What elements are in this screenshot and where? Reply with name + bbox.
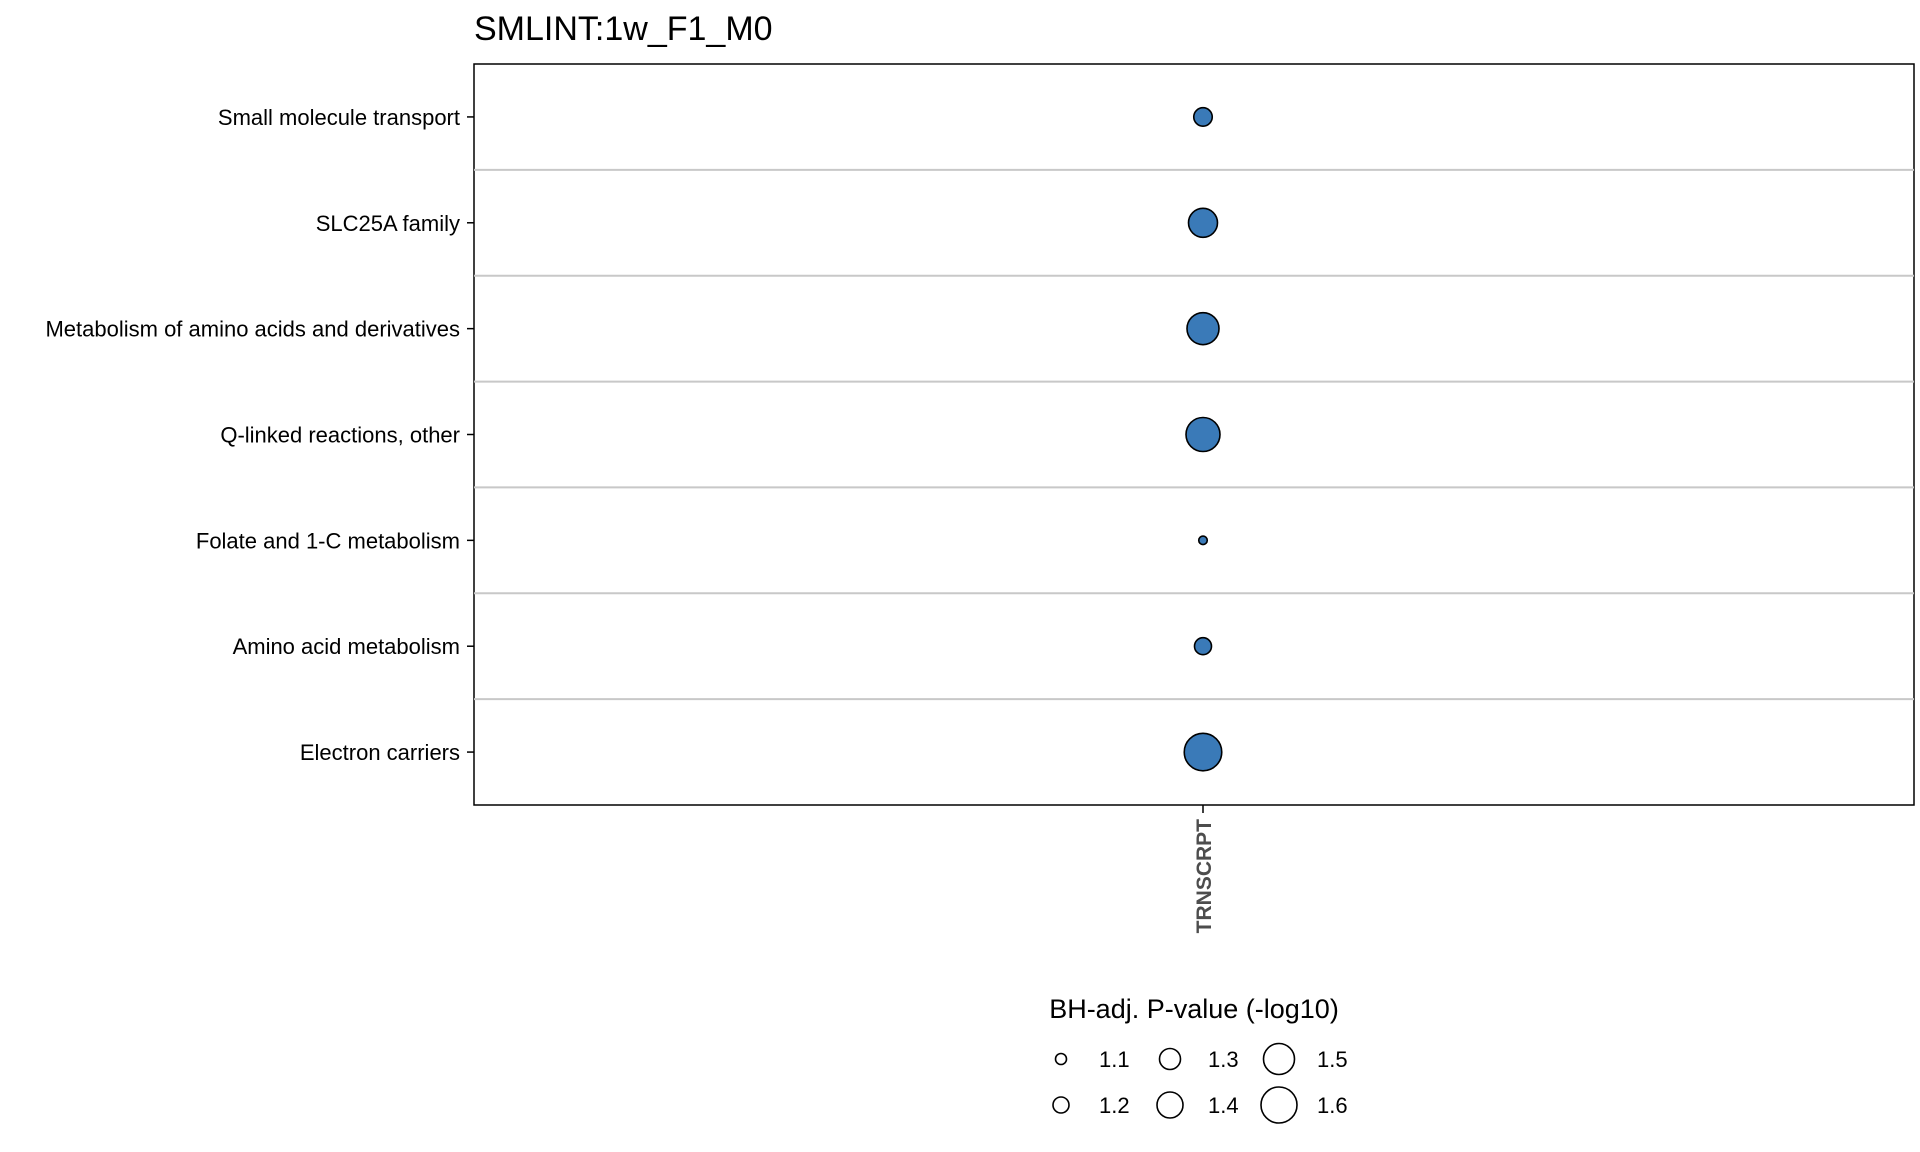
legend-label: 1.3 [1208, 1047, 1239, 1072]
data-point [1187, 207, 1219, 239]
data-point [1185, 416, 1221, 453]
data-point [1183, 732, 1223, 772]
legend-label: 1.1 [1099, 1047, 1130, 1072]
legend-label: 1.4 [1208, 1093, 1239, 1118]
row-separators [474, 168, 1914, 701]
data-point [1186, 311, 1220, 346]
data-point [1192, 106, 1214, 127]
legend-key [1260, 1086, 1298, 1124]
x-tick-label: TRNSCRPT [1193, 819, 1216, 934]
size-legend: BH-adj. P-value (-log10) 1.1 1.2 1.3 1.4 1.5… [1049, 994, 1348, 1124]
legend-key [1262, 1042, 1296, 1076]
chart-title: SMLINT:1w_F1_M0 [474, 10, 773, 48]
legend-key [1054, 1052, 1068, 1066]
y-tick-label: Small molecule transport [218, 105, 460, 130]
legend-title: BH-adj. P-value (-log10) [1049, 994, 1339, 1024]
x-axis: TRNSCRPT [1193, 805, 1216, 933]
y-tick-label: Amino acid metabolism [233, 634, 460, 659]
data-point [1197, 535, 1209, 546]
y-tick-label: SLC25A family [316, 211, 460, 236]
y-tick-label: Metabolism of amino acids and derivative… [45, 317, 460, 342]
y-tick-label: Folate and 1-C metabolism [196, 528, 460, 553]
legend-key [1052, 1096, 1070, 1114]
y-tick-label: Electron carriers [300, 740, 460, 765]
legend-label: 1.5 [1317, 1047, 1348, 1072]
y-axis: Small molecule transport SLC25A family Met… [45, 105, 474, 765]
y-tick-label: Q-linked reactions, other [220, 423, 460, 448]
legend-label: 1.2 [1099, 1093, 1130, 1118]
legend-key [1156, 1091, 1184, 1119]
data-point [1193, 636, 1213, 656]
data-points [1183, 106, 1223, 772]
legend-label: 1.6 [1317, 1093, 1348, 1118]
legend-key [1158, 1047, 1182, 1071]
